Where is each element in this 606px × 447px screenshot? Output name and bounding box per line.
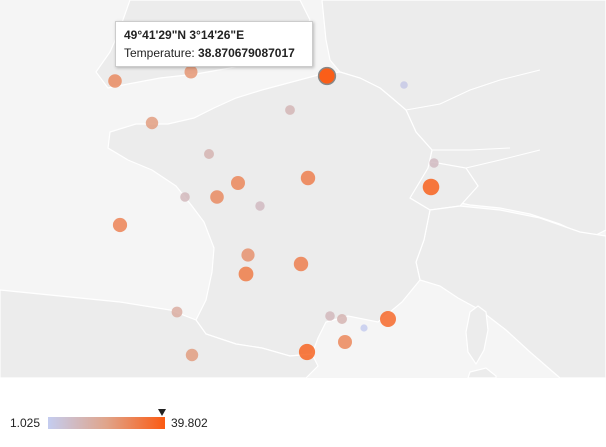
map-bubble[interactable] <box>360 324 368 332</box>
map-bubble[interactable] <box>241 248 255 262</box>
color-legend: 1.025 39.802 <box>0 400 606 447</box>
map-bubble[interactable] <box>337 314 347 324</box>
geo-map[interactable]: 49°41'29"N 3°14'26"E Temperature: 38.870… <box>0 0 606 378</box>
map-bubble-selected[interactable] <box>317 66 337 86</box>
map-bubble[interactable] <box>210 190 224 204</box>
map-bubble[interactable] <box>238 266 254 282</box>
map-bubble[interactable] <box>204 149 214 159</box>
map-bubble[interactable] <box>338 335 352 349</box>
tooltip-row: Temperature: 38.870679087017 <box>124 46 295 60</box>
map-bubble[interactable] <box>108 74 122 88</box>
map-bubble[interactable] <box>112 217 128 233</box>
map-bubble[interactable] <box>171 306 183 318</box>
tooltip-coordinates: 49°41'29"N 3°14'26"E <box>124 28 245 42</box>
map-bubble[interactable] <box>285 105 295 115</box>
legend-max-label: 39.802 <box>171 416 208 430</box>
land-layer <box>0 0 606 378</box>
bubble-layer <box>108 65 440 362</box>
map-bubble[interactable] <box>145 116 159 130</box>
map-bubble[interactable] <box>429 158 439 168</box>
map-bubble[interactable] <box>231 176 245 190</box>
land-italy <box>415 205 606 378</box>
legend-gradient-bar <box>48 417 165 429</box>
map-bubble[interactable] <box>184 65 198 79</box>
legend-marker-icon <box>158 409 167 416</box>
map-bubble[interactable] <box>255 201 265 211</box>
map-bubble[interactable] <box>298 343 316 361</box>
map-bubble[interactable] <box>293 256 309 272</box>
legend-min-label: 1.025 <box>10 416 41 430</box>
map-bubble[interactable] <box>325 311 335 321</box>
map-bubble[interactable] <box>380 311 396 327</box>
tooltip-value: 38.870679087017 <box>198 46 295 60</box>
border-lines <box>405 69 541 169</box>
map-bubble[interactable] <box>400 81 408 89</box>
map-bubble[interactable] <box>300 170 316 186</box>
map-bubble[interactable] <box>422 178 440 196</box>
tooltip-label: Temperature: <box>124 46 195 60</box>
map-canvas <box>0 0 606 378</box>
land-sardinia <box>467 367 497 378</box>
land-corsica <box>465 305 489 366</box>
land-spain <box>0 289 319 378</box>
map-tooltip: 49°41'29"N 3°14'26"E Temperature: 38.870… <box>115 21 313 67</box>
map-bubble[interactable] <box>180 192 190 202</box>
map-bubble[interactable] <box>185 348 199 362</box>
